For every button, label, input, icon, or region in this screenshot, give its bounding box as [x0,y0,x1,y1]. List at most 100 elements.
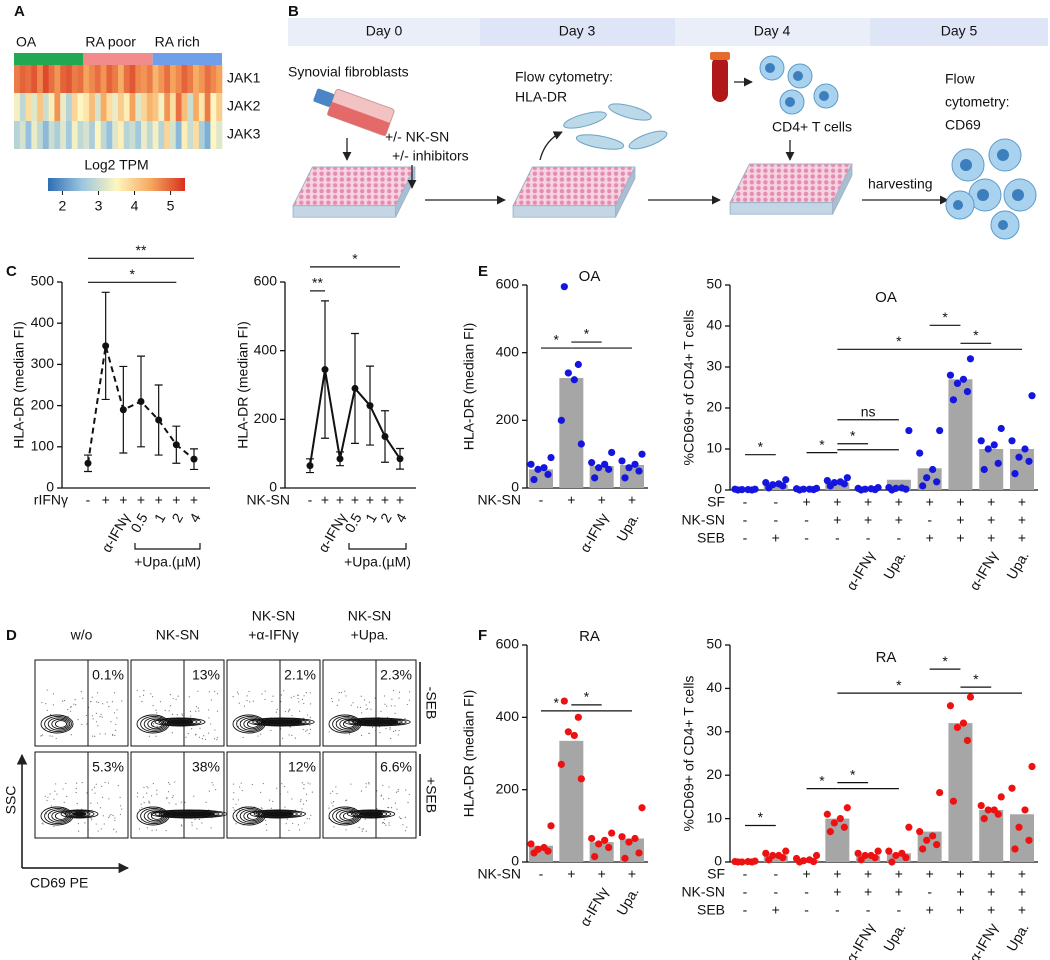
event-dot [166,797,168,799]
plot-frame [130,751,225,839]
event-dot [155,829,157,831]
data-point [898,484,906,492]
event-dot [264,819,267,822]
row-label: NK-SN [681,512,725,528]
data-point [885,847,893,855]
event-dot [233,809,235,811]
y-tick-label: 10 [706,440,722,456]
event-dot [63,699,66,702]
row-value: + [987,866,995,882]
row-value: + [1018,884,1026,900]
data-point [923,474,931,482]
event-dot [387,807,390,809]
row-value: - [773,494,778,510]
row-value: + [102,492,110,508]
cell [608,103,652,121]
event-dot [142,694,145,697]
event-dot [172,795,174,797]
data-point [805,856,814,864]
y-axis-label: %CD69+ of CD4+ T cells [681,676,697,832]
event-dot [193,795,195,797]
y-tick-label: 200 [496,411,520,427]
heatmap-cell [141,93,148,121]
event-dot [90,802,92,804]
data-point [823,476,831,485]
event-dot [195,706,198,708]
data-point [557,416,565,424]
event-dot [147,787,149,789]
contour [60,809,99,819]
event-dot [181,713,183,715]
plot-frame [226,751,321,839]
significance-label: * [850,427,856,443]
event-dot [53,825,55,828]
contour [252,718,311,726]
event-dot [310,814,312,816]
event-dot [287,791,289,793]
heatmap-cell [71,65,78,93]
data-point [830,479,838,487]
event-dot [140,803,142,805]
nucleus [819,91,829,101]
data-point [812,851,821,860]
event-dot [171,713,174,715]
event-dot [55,737,57,740]
gate-percentage: 0.1% [92,667,124,683]
data-point [119,406,127,414]
event-dot [368,732,370,734]
data-point [929,832,937,840]
event-dot [305,730,307,732]
category-label: α-IFNγ [576,510,611,555]
data-point [905,823,913,831]
data-point [949,396,958,404]
contour [158,718,202,726]
event-dot [172,697,174,699]
event-dot [360,695,362,697]
event-dot [189,710,192,713]
heatmap-cell [175,65,182,93]
event-dot [70,734,72,736]
event-dot [276,708,278,710]
event-dot [333,826,335,828]
event-dot [180,801,182,803]
data-point [905,426,913,435]
row-value: - [804,902,809,918]
event-dot [257,735,259,737]
category-label: α-IFNγ [966,920,1001,960]
y-tick-label: 600 [496,636,520,652]
event-dot [113,712,116,714]
event-dot [304,822,306,824]
event-dot [302,728,304,731]
row-value: + [987,530,995,546]
event-dot [196,828,198,830]
heatmap-cell [100,65,107,93]
row-value: + [772,902,780,918]
data-point [577,775,585,783]
significance-label: * [553,332,559,348]
day-band [870,18,1048,46]
row-value: + [772,530,780,546]
event-dot [306,793,308,795]
contour [162,811,216,817]
row-value: + [628,866,636,882]
data-point [625,838,633,846]
nucleus [793,71,803,81]
event-dot [289,708,291,711]
heatmap-cell [146,65,153,93]
event-dot [119,796,121,798]
y-tick-label: 0 [46,479,54,495]
heatmap-cell [216,93,223,121]
heatmap-cell [94,121,101,149]
contour [257,810,298,818]
event-dot [264,690,266,692]
event-dot [194,818,196,821]
event-dot [345,799,348,801]
step-label: cytometry: [945,94,1010,110]
event-dot [136,689,138,691]
heatmap-cell [123,93,130,121]
row-value: + [864,494,872,510]
event-dot [116,709,118,711]
y-tick-label: 50 [706,636,722,652]
bar [763,484,788,490]
event-dot [112,733,114,736]
